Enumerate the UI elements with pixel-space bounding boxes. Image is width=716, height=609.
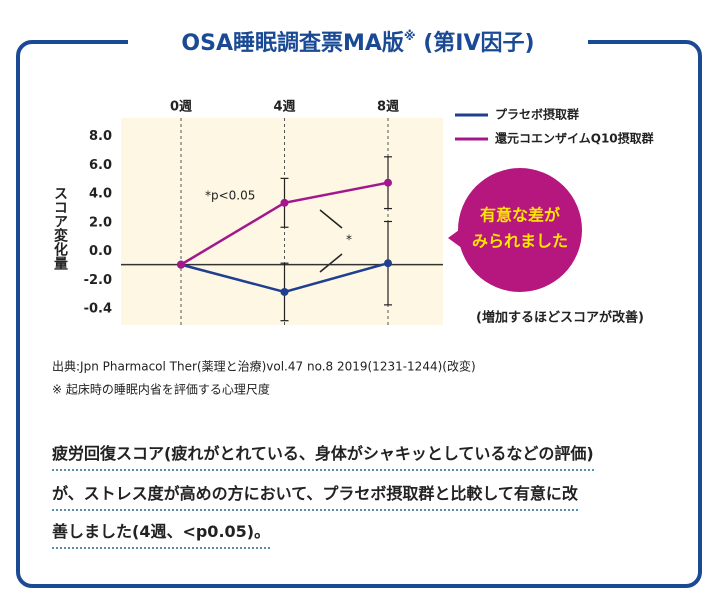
- title-bg: [128, 28, 588, 58]
- callout-text: みられました: [472, 232, 568, 251]
- annotation: *p<0.05: [205, 189, 255, 203]
- y-tick-label: -2.0: [84, 273, 112, 288]
- y-tick-label: -0.4: [84, 302, 112, 317]
- y-tick-label: 4.0: [89, 187, 112, 202]
- legend-label: プラセボ摂取群: [495, 107, 579, 122]
- chart-title: OSA睡眠調査票MA版※ (第IV因子): [181, 29, 534, 57]
- callout: [458, 168, 582, 292]
- point: [280, 198, 289, 207]
- x-tick-label: 0週: [170, 100, 192, 115]
- body-text: が、ストレス度が高めの方において、プラセボ摂取群と比較して有意に改: [52, 480, 578, 511]
- x-tick-label: 8週: [377, 100, 399, 115]
- title-main: OSA睡眠調査票MA版: [181, 30, 404, 56]
- y-tick-label: 0.0: [89, 244, 112, 259]
- legend-label: 還元コエンザイムQ10摂取群: [495, 131, 654, 146]
- point: [384, 178, 392, 187]
- y-tick-label: 6.0: [89, 158, 112, 173]
- callout-text: 有意な差が: [480, 206, 560, 225]
- point: [280, 287, 289, 296]
- y-tick-label: 8.0: [89, 129, 112, 144]
- point: [384, 259, 392, 268]
- title-mark: ※: [404, 29, 416, 43]
- point: [177, 260, 185, 269]
- sig-bracket: [319, 253, 343, 273]
- y-axis-label: スコア変化量: [52, 186, 68, 271]
- source: ※ 起床時の睡眠内省を評価する心理尺度: [52, 382, 270, 397]
- body-text: 善しました(4週、<p0.05)。: [52, 518, 271, 549]
- body-text: 疲労回復スコア(疲れがとれている、身体がシャキッとしているなどの評価): [52, 440, 594, 471]
- y-tick-label: 2.0: [89, 215, 112, 230]
- note: (増加するほどスコアが改善): [476, 310, 644, 326]
- sig-bracket: [319, 209, 343, 229]
- x-tick-label: 4週: [273, 100, 295, 115]
- source: 出典:Jpn Pharmacol Ther(薬理と治療)vol.47 no.8 …: [52, 359, 476, 374]
- title-suffix: (第IV因子): [416, 30, 535, 56]
- annotation: *: [346, 233, 352, 247]
